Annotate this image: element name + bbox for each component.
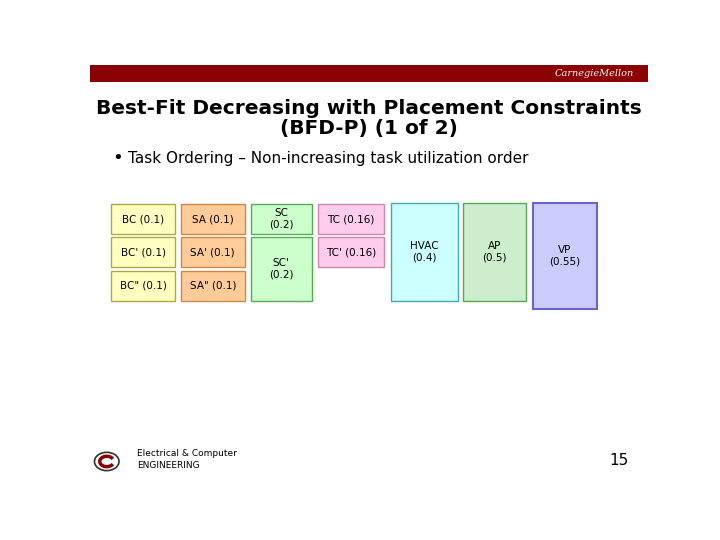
Text: AP
(0.5): AP (0.5) [482,241,507,262]
Text: SC
(0.2): SC (0.2) [269,208,293,230]
Bar [90,65,648,82]
Text: Electrical & Computer
ENGINEERING: Electrical & Computer ENGINEERING [138,449,238,470]
Text: SA" (0.1): SA" (0.1) [189,281,236,291]
FancyBboxPatch shape [111,271,175,301]
FancyBboxPatch shape [392,203,458,301]
Text: SC'
(0.2): SC' (0.2) [269,258,293,280]
Text: (BFD-P) (1 of 2): (BFD-P) (1 of 2) [280,118,458,138]
Text: HVAC
(0.4): HVAC (0.4) [410,241,438,262]
Text: BC' (0.1): BC' (0.1) [120,247,166,258]
FancyBboxPatch shape [181,204,245,234]
FancyBboxPatch shape [463,203,526,301]
FancyBboxPatch shape [181,238,245,267]
FancyBboxPatch shape [318,238,384,267]
Text: TC (0.16): TC (0.16) [327,214,374,224]
FancyBboxPatch shape [111,238,175,267]
FancyBboxPatch shape [318,204,384,234]
Text: Task Ordering – Non-increasing task utilization order: Task Ordering – Non-increasing task util… [128,151,528,166]
Text: TC' (0.16): TC' (0.16) [325,247,376,258]
FancyBboxPatch shape [251,238,312,301]
Text: SA (0.1): SA (0.1) [192,214,233,224]
Text: BC" (0.1): BC" (0.1) [120,281,166,291]
Text: Best-Fit Decreasing with Placement Constraints: Best-Fit Decreasing with Placement Const… [96,99,642,118]
Text: CarnegieMellon: CarnegieMellon [555,69,634,78]
Text: VP
(0.55): VP (0.55) [549,245,580,267]
Text: 15: 15 [609,453,629,468]
FancyBboxPatch shape [181,271,245,301]
FancyBboxPatch shape [251,204,312,234]
FancyBboxPatch shape [533,203,597,309]
FancyBboxPatch shape [111,204,175,234]
Text: SA' (0.1): SA' (0.1) [191,247,235,258]
Text: •: • [112,150,123,167]
Text: BC (0.1): BC (0.1) [122,214,164,224]
